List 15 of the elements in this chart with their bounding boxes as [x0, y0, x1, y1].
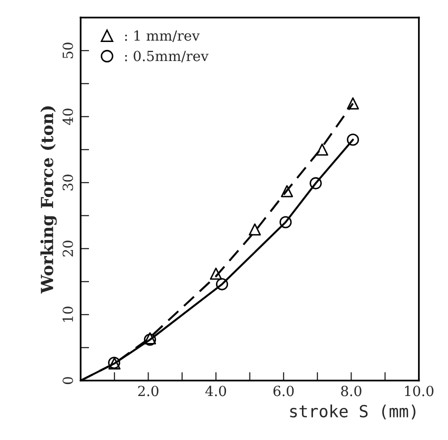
y-axis-title: Working Force (ton) — [40, 106, 57, 294]
y-tick-label: 50 — [62, 42, 74, 58]
y-tick-label: 0 — [62, 377, 74, 384]
x-tick-label: 8.0 — [341, 386, 362, 396]
x-tick-label: 4.0 — [205, 386, 226, 396]
x-tick-label: 2.0 — [138, 386, 158, 396]
y-tick-label: 20 — [62, 240, 74, 256]
legend-label: : 0.5mm/rev — [125, 50, 209, 62]
x-tick-label: 6.0 — [273, 386, 294, 396]
y-tick-label: 30 — [62, 174, 74, 190]
x-tick-label: 10.0 — [405, 386, 434, 396]
y-tick-label: 10 — [62, 306, 74, 322]
legend-label: : 1 mm/rev — [125, 30, 200, 42]
y-tick-label: 40 — [62, 108, 74, 126]
x-axis-title: stroke S (mm) — [290, 404, 416, 420]
